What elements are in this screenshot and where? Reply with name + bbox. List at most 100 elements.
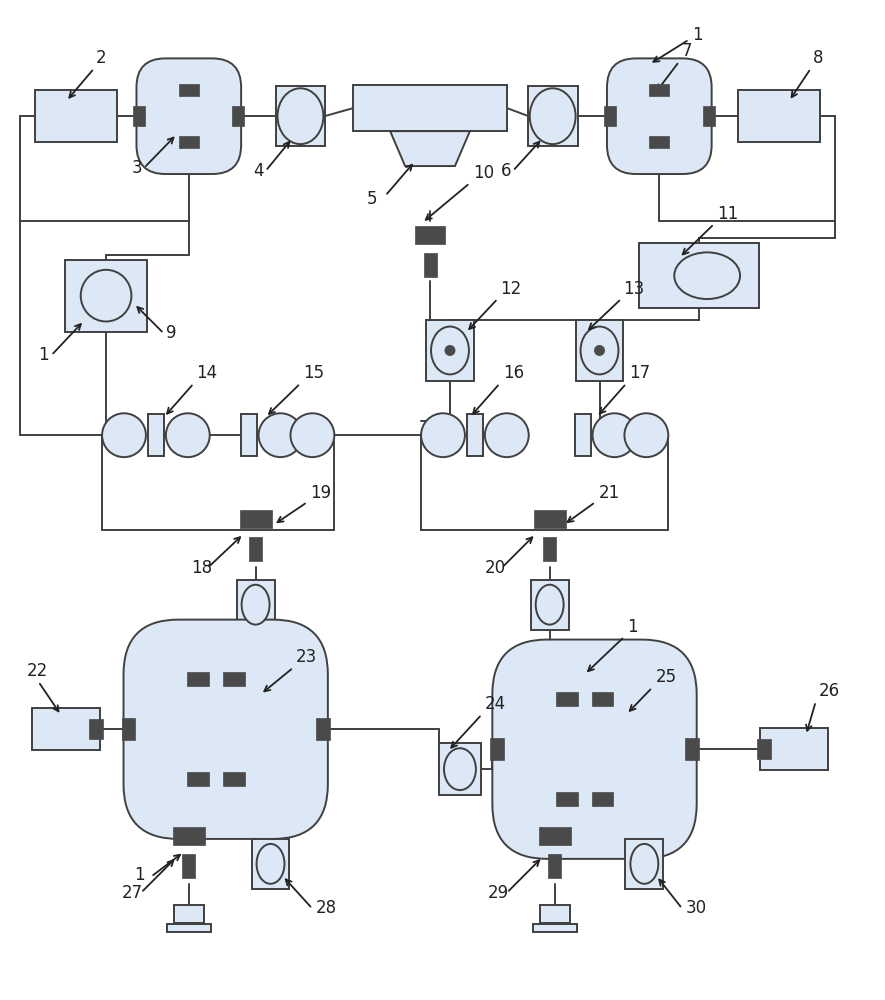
Text: 29: 29: [488, 884, 509, 902]
Text: 2: 2: [96, 49, 107, 67]
Bar: [236, 580, 274, 630]
Bar: [543, 537, 556, 561]
Ellipse shape: [165, 413, 210, 457]
Bar: [439, 743, 481, 795]
Text: 30: 30: [685, 899, 706, 917]
Bar: [275, 86, 326, 146]
Ellipse shape: [581, 327, 619, 374]
Text: 27: 27: [122, 884, 143, 902]
Text: 6: 6: [501, 162, 512, 180]
Bar: [639, 243, 759, 308]
Bar: [134, 106, 145, 126]
Text: 20: 20: [485, 559, 506, 577]
Bar: [650, 84, 669, 96]
Ellipse shape: [258, 413, 303, 457]
Ellipse shape: [278, 88, 323, 144]
Bar: [173, 905, 204, 923]
Text: 1: 1: [38, 346, 49, 364]
Text: 14: 14: [196, 364, 217, 382]
Bar: [685, 738, 698, 760]
Text: 1: 1: [627, 618, 638, 636]
Text: 8: 8: [812, 49, 823, 67]
Text: 13: 13: [623, 280, 644, 298]
Bar: [424, 253, 436, 277]
Text: 19: 19: [311, 484, 332, 502]
Text: 3: 3: [132, 159, 142, 177]
Bar: [556, 692, 578, 706]
Text: 7: 7: [681, 42, 692, 60]
Text: 24: 24: [485, 695, 506, 713]
Bar: [533, 924, 577, 932]
Bar: [467, 414, 483, 456]
Bar: [182, 854, 196, 878]
Text: 9: 9: [165, 324, 176, 342]
Bar: [574, 414, 590, 456]
FancyBboxPatch shape: [124, 620, 327, 839]
Text: 17: 17: [629, 364, 650, 382]
Bar: [89, 719, 103, 739]
Bar: [167, 924, 211, 932]
Bar: [415, 226, 445, 244]
Bar: [527, 86, 578, 146]
Bar: [32, 708, 100, 750]
Bar: [240, 510, 272, 528]
Bar: [241, 414, 257, 456]
Bar: [251, 839, 289, 889]
Bar: [575, 320, 623, 381]
Text: 18: 18: [191, 559, 212, 577]
Text: 4: 4: [254, 162, 264, 180]
Bar: [249, 537, 262, 561]
Bar: [316, 718, 330, 740]
Text: 22: 22: [27, 662, 48, 680]
Text: 1: 1: [134, 866, 144, 884]
Text: 28: 28: [315, 899, 336, 917]
Bar: [556, 792, 578, 806]
FancyBboxPatch shape: [492, 640, 696, 859]
Polygon shape: [390, 131, 470, 166]
Bar: [353, 85, 507, 131]
Ellipse shape: [445, 346, 455, 355]
Bar: [148, 414, 164, 456]
Ellipse shape: [421, 413, 465, 457]
Ellipse shape: [674, 252, 740, 299]
Text: 5: 5: [367, 190, 378, 208]
Bar: [703, 106, 715, 126]
Bar: [232, 106, 244, 126]
Text: 1: 1: [692, 26, 703, 44]
Bar: [540, 905, 570, 923]
Ellipse shape: [593, 413, 636, 457]
Text: 15: 15: [304, 364, 325, 382]
Text: 11: 11: [717, 205, 738, 223]
FancyBboxPatch shape: [607, 58, 712, 174]
Bar: [591, 792, 613, 806]
Bar: [426, 320, 473, 381]
Bar: [539, 827, 571, 845]
Bar: [604, 106, 616, 126]
FancyBboxPatch shape: [136, 58, 241, 174]
Ellipse shape: [444, 748, 476, 790]
Text: 25: 25: [655, 668, 676, 686]
Ellipse shape: [625, 413, 668, 457]
Bar: [738, 90, 820, 142]
Ellipse shape: [290, 413, 335, 457]
Bar: [223, 772, 244, 786]
Ellipse shape: [535, 585, 564, 625]
Text: 12: 12: [500, 280, 521, 298]
Bar: [534, 510, 566, 528]
Bar: [121, 718, 135, 740]
Text: 23: 23: [296, 648, 317, 666]
Bar: [490, 738, 504, 760]
Bar: [548, 854, 561, 878]
Ellipse shape: [102, 413, 146, 457]
Bar: [223, 672, 244, 686]
Ellipse shape: [595, 346, 604, 355]
Bar: [35, 90, 117, 142]
Text: 16: 16: [503, 364, 524, 382]
Ellipse shape: [81, 270, 131, 321]
Bar: [531, 580, 568, 630]
Bar: [650, 136, 669, 148]
Ellipse shape: [630, 844, 658, 884]
Bar: [179, 84, 199, 96]
Text: 21: 21: [598, 484, 619, 502]
Bar: [187, 772, 209, 786]
